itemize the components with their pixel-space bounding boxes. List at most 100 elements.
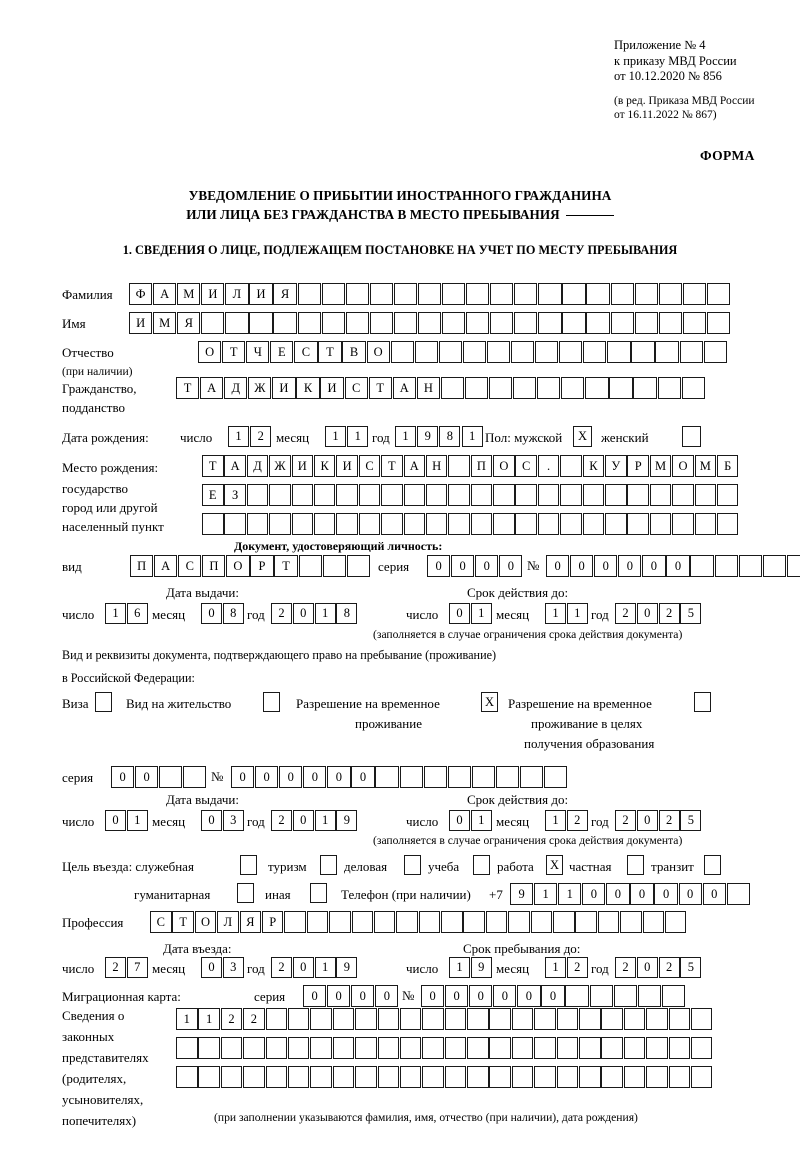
grid-cell[interactable]: З [224,484,246,506]
grid-cell[interactable] [403,513,426,535]
grid-cell[interactable]: 0 [421,985,445,1007]
grid-cell[interactable] [633,377,657,399]
date-cell[interactable]: 0 [292,603,314,624]
grid-cell[interactable] [538,283,562,305]
grid-cell[interactable] [418,911,441,933]
grid-cell[interactable]: 0 [451,555,475,577]
grid-cell[interactable] [623,1008,646,1030]
grid-cell[interactable]: 9 [510,883,534,905]
grid-cell[interactable] [471,766,495,788]
grid-cell[interactable] [511,341,535,363]
grid-cell[interactable] [444,1008,467,1030]
grid-cell[interactable]: Ж [269,455,291,477]
grid-cell[interactable]: 1 [558,883,582,905]
grid-cell[interactable] [438,341,462,363]
grid-cell[interactable] [538,312,562,334]
grid-cell[interactable] [519,766,544,788]
grid-cell[interactable] [508,911,530,933]
grid-cell[interactable]: А [200,377,224,399]
grid-cell[interactable] [601,1037,623,1059]
grid-cell[interactable] [556,1008,579,1030]
grid-cell[interactable] [417,283,442,305]
grid-cell[interactable] [672,484,694,506]
date-cell[interactable]: 0 [636,603,658,624]
grid-cell[interactable] [447,766,471,788]
grid-cell[interactable] [544,766,568,788]
grid-cell[interactable]: П [130,555,154,577]
grid-cell[interactable] [284,911,306,933]
grid-cell[interactable]: Н [425,455,448,477]
grid-cell[interactable] [243,1066,265,1088]
grid-cell[interactable] [423,766,447,788]
purpose-humanitarian-checkbox[interactable] [237,883,254,903]
grid-cell[interactable] [396,911,418,933]
grid-cell[interactable]: О [493,455,515,477]
grid-cell[interactable] [403,484,426,506]
grid-cell[interactable] [489,1008,511,1030]
grid-cell[interactable] [490,312,514,334]
grid-cell[interactable] [351,911,374,933]
grid-cell[interactable] [511,1066,534,1088]
grid-cell[interactable] [249,312,273,334]
date-cell[interactable]: 1 [545,957,566,978]
grid-cell[interactable]: Д [246,455,269,477]
grid-cell[interactable] [306,911,329,933]
grid-cell[interactable] [355,1008,377,1030]
grid-cell[interactable] [585,377,609,399]
grid-cell[interactable]: Е [270,341,294,363]
grid-cell[interactable] [706,283,731,305]
date-cell[interactable]: 7 [126,957,148,978]
grid-cell[interactable]: С [150,911,172,933]
grid-cell[interactable] [537,484,560,506]
grid-cell[interactable] [485,911,508,933]
grid-cell[interactable] [786,555,800,577]
grid-cell[interactable] [561,377,585,399]
grid-cell[interactable] [586,312,610,334]
grid-cell[interactable] [417,312,442,334]
grid-cell[interactable]: 0 [618,555,642,577]
grid-cell[interactable] [690,1008,713,1030]
grid-cell[interactable] [377,1037,400,1059]
grid-cell[interactable] [467,1008,489,1030]
grid-cell[interactable] [575,911,597,933]
grid-cell[interactable] [664,911,687,933]
date-cell[interactable]: 3 [222,957,244,978]
grid-cell[interactable]: И [320,377,344,399]
grid-cell[interactable] [298,555,322,577]
grid-cell[interactable]: С [358,455,381,477]
grid-cell[interactable] [535,341,559,363]
grid-cell[interactable] [269,484,291,506]
grid-cell[interactable] [310,1008,332,1030]
grid-cell[interactable] [321,283,345,305]
grid-cell[interactable] [358,513,381,535]
grid-cell[interactable] [489,1066,511,1088]
date-cell[interactable]: 0 [201,603,222,624]
date-cell[interactable]: 1 [395,426,416,447]
grid-cell[interactable]: 0 [279,766,303,788]
legal-rep-grid-row-2[interactable] [176,1037,713,1059]
date-cell[interactable]: 2 [271,957,292,978]
grid-cell[interactable] [377,1066,400,1088]
grid-cell[interactable] [444,1066,467,1088]
grid-cell[interactable] [672,513,694,535]
grid-cell[interactable]: Р [250,555,274,577]
grid-cell[interactable] [265,1008,288,1030]
grid-cell[interactable] [291,513,314,535]
grid-cell[interactable] [579,1066,601,1088]
grid-cell[interactable] [464,377,489,399]
grid-cell[interactable]: К [313,455,336,477]
sex-male-checkbox[interactable]: X [573,426,592,447]
grid-cell[interactable]: В [342,341,366,363]
temp-residence-edu-checkbox[interactable] [694,692,711,712]
date-cell[interactable]: 8 [439,426,461,447]
grid-cell[interactable]: 0 [135,766,159,788]
grid-cell[interactable]: П [202,555,226,577]
